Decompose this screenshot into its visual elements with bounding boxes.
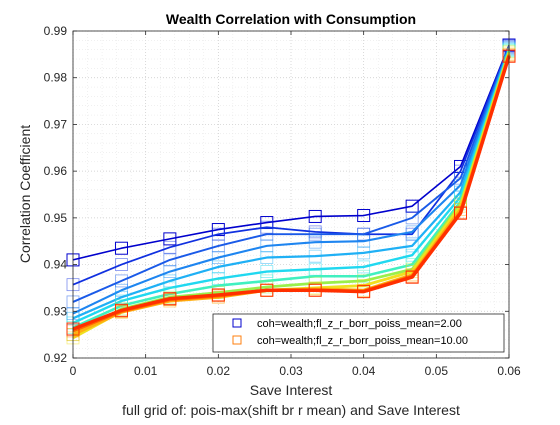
y-tick-label: 0.96	[44, 164, 68, 178]
y-axis-label: Correlation Coefficient	[17, 125, 33, 263]
legend: coh=wealth;fl_z_r_borr_poiss_mean=2.00 c…	[213, 314, 504, 352]
x-tick-label: 0	[70, 364, 77, 378]
x-tick-label: 0.06	[497, 364, 521, 378]
x-axis-label: Save Interest	[250, 382, 333, 398]
chart-title: Wealth Correlation with Consumption	[166, 11, 416, 27]
x-tick-label: 0.05	[425, 364, 449, 378]
x-tick-label: 0.03	[279, 364, 303, 378]
x-tick-label: 0.01	[134, 364, 158, 378]
x-tick-label: 0.02	[207, 364, 231, 378]
y-tick-label: 0.92	[44, 351, 68, 365]
y-tick-label: 0.98	[44, 71, 68, 85]
legend-label-1: coh=wealth;fl_z_r_borr_poiss_mean=10.00	[257, 335, 468, 347]
y-tick-label: 0.97	[44, 117, 68, 131]
y-tick-label: 0.93	[44, 304, 68, 318]
y-tick-label: 0.94	[44, 258, 68, 272]
y-tick-label: 0.99	[44, 24, 68, 38]
y-tick-label: 0.95	[44, 211, 68, 225]
legend-label-0: coh=wealth;fl_z_r_borr_poiss_mean=2.00	[257, 318, 462, 330]
x-tick-label: 0.04	[352, 364, 376, 378]
chart-caption: full grid of: pois-max(shift br r mean) …	[122, 402, 460, 418]
